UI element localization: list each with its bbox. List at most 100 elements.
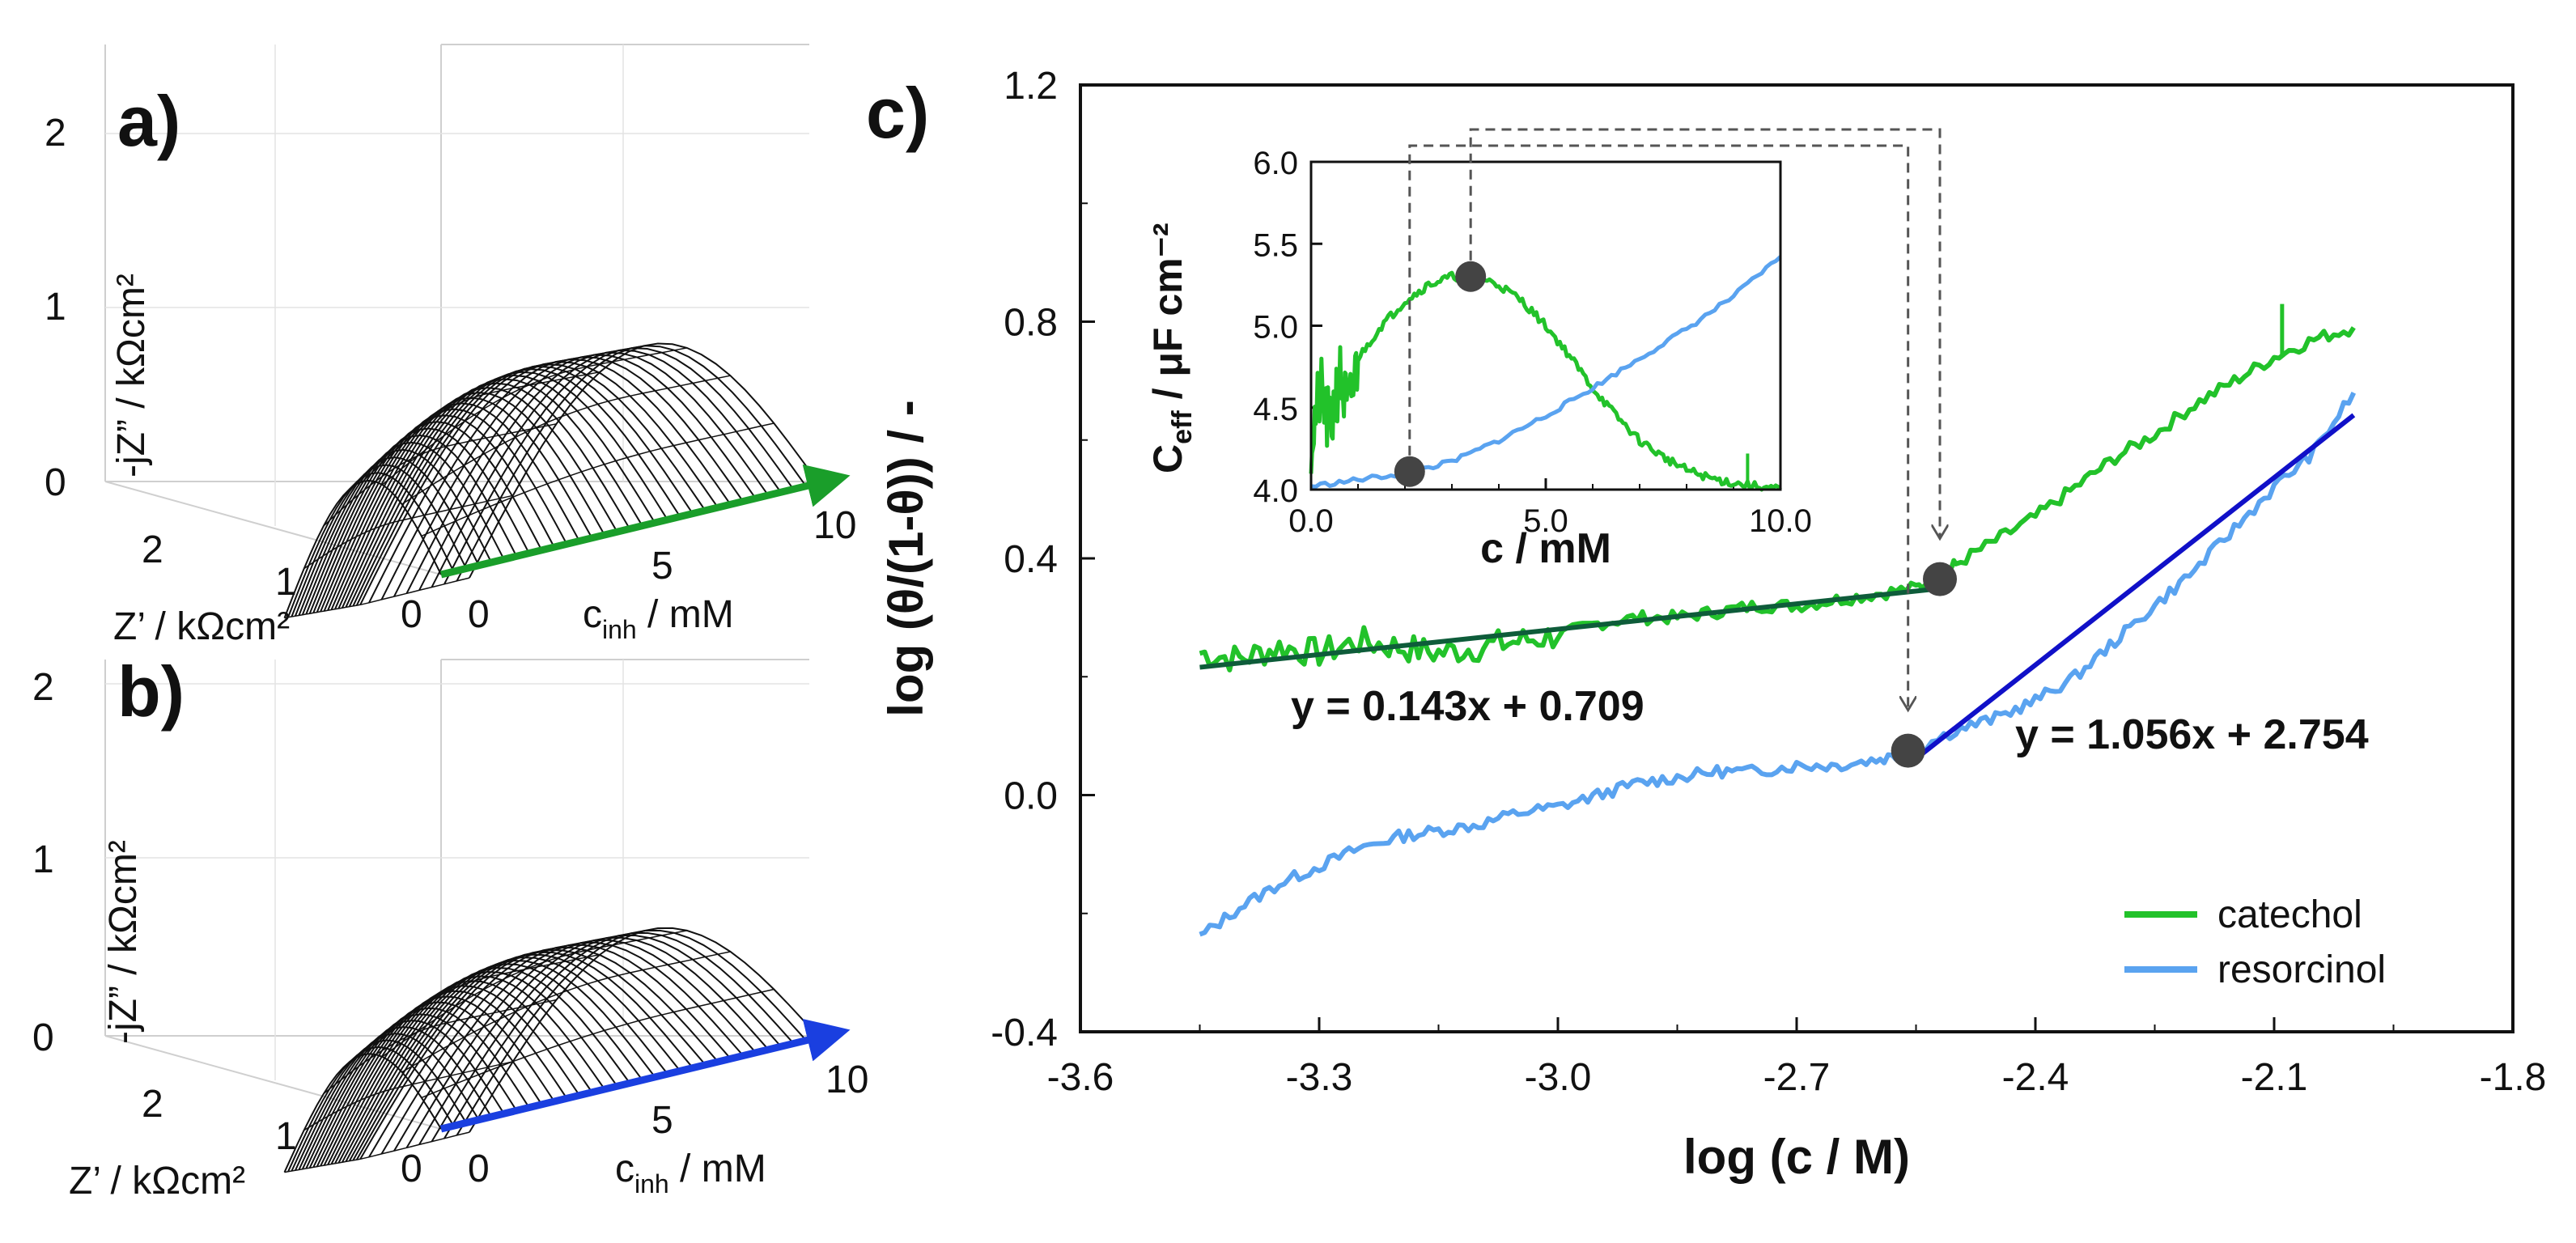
impedance-isoline [284, 577, 470, 619]
panel-a-x-tick: 10 [813, 504, 856, 547]
inset-y-label-sub: eff [1167, 410, 1198, 444]
panel-a: a) 2 1 0 -jZ” / kΩcm² 2 1 0 Z’ / kΩcm² 0… [45, 44, 856, 648]
panel-b-label: b) [117, 651, 185, 732]
impedance-isoline [323, 423, 557, 527]
impedance-isoline [401, 375, 731, 505]
inset-marker-point [1455, 261, 1487, 292]
main-y-tick-label: 0.4 [1004, 538, 1058, 581]
dashed-connectors [1408, 128, 1940, 711]
panel-a-z-tick: 1 [45, 286, 66, 329]
panel-a-y-label: Z’ / kΩcm² [113, 605, 290, 648]
inset-resorcinol-line [1310, 255, 1782, 489]
panel-b-z-label: -jZ” / kΩcm² [102, 840, 145, 1044]
panel-a-x-label-main: c [583, 593, 602, 636]
main-y-tick-label: 1.2 [1004, 65, 1058, 108]
panel-a-x-tick: 0 [468, 593, 490, 636]
main-y-tick-label: 0.0 [1004, 775, 1058, 818]
impedance-arc [352, 368, 681, 607]
inset-x-axis-label: c / mM [1480, 525, 1611, 572]
panel-a-z-tick: 0 [45, 461, 66, 504]
panel-a-grid [105, 45, 809, 526]
panel-a-z-label: -jZ” / kΩcm² [110, 274, 153, 477]
inset-chart: 0.0 5.0 10.0 4.0 4.5 5.0 5.5 6.0 c / mM Ceff / … [1145, 146, 1812, 572]
panel-b-x-label-tail: / mM [669, 1148, 766, 1190]
impedance-isoline [284, 1131, 470, 1173]
panel-a-x-tick: 5 [651, 545, 673, 588]
inset-x-tick-label: 0.0 [1288, 503, 1334, 539]
inset-y-tick-label: 4.5 [1253, 392, 1298, 427]
main-marker-point [1923, 562, 1957, 596]
panel-b-x-tick: 10 [825, 1058, 868, 1101]
impedance-isoline [401, 951, 731, 1073]
inset-y-tick-label: 5.5 [1253, 227, 1298, 263]
main-tick-labels: -3.6 -3.3 -3.0 -2.7 -2.4 -2.1 -1.8 -0.4 0.0 0.4 0.… [991, 65, 2546, 1099]
panel-b-z-tick: 1 [32, 838, 54, 881]
impedance-isoline [421, 422, 774, 537]
catechol-fit-line [1199, 586, 1941, 670]
main-x-tick-label: -2.1 [2241, 1056, 2308, 1099]
resorcinol-fit-equation: y = 1.056x + 2.754 [2015, 711, 2369, 758]
impedance-arc [345, 960, 656, 1162]
inset-tick-labels: 0.0 5.0 10.0 4.0 4.5 5.0 5.5 6.0 [1253, 146, 1812, 539]
impedance-isoline [342, 371, 601, 496]
main-marker-point [1891, 733, 1925, 768]
main-x-tick-label: -3.3 [1286, 1056, 1353, 1099]
inset-y-axis-label: Ceff / μF cm⁻² [1145, 223, 1198, 473]
panel-b-x-label: cinh / mM [615, 1148, 766, 1198]
panel-b-concentration-arrow [439, 1018, 851, 1133]
impedance-isoline [362, 930, 644, 1056]
panel-b: b) 2 1 0 -jZ” / kΩcm² 2 1 0 Z’ / kΩcm² 0… [32, 651, 868, 1203]
main-x-tick-label: -2.7 [1763, 1056, 1831, 1099]
panel-b-x-label-sub: inh [634, 1169, 669, 1198]
panel-a-y-tick: 2 [142, 528, 163, 571]
inset-series [1309, 255, 1782, 492]
inset-y-label-main: C [1145, 444, 1190, 473]
main-y-axis-label: log (θ/(1-θ)) / - [879, 400, 933, 716]
panel-a-z-tick: 2 [45, 112, 66, 155]
panel-b-surface [283, 927, 818, 1173]
panel-b-y-tick: 0 [401, 1148, 422, 1190]
legend-resorcinol-label: resorcinol [2217, 948, 2386, 991]
panel-b-x-label-main: c [615, 1148, 634, 1190]
panel-a-y-tick: 0 [401, 593, 422, 636]
panel-b-z-tick: 2 [32, 666, 54, 709]
inset-y-label-tail: / μF cm⁻² [1145, 223, 1190, 410]
inset-y-tick-label: 4.0 [1253, 473, 1298, 509]
resorcinol-fit-line [1906, 413, 2356, 767]
connector-resorcinol [1408, 144, 1908, 711]
panel-b-y-tick: 1 [275, 1115, 297, 1158]
impedance-isoline [421, 988, 774, 1099]
impedance-isoline [342, 953, 601, 1068]
legend-catechol-label: catechol [2217, 893, 2362, 936]
inset-marker-point [1394, 456, 1425, 487]
impedance-isoline [323, 999, 557, 1095]
panel-b-y-tick: 2 [142, 1083, 163, 1126]
main-x-axis-label: log (c / M) [1683, 1130, 1910, 1184]
panel-b-grid [105, 660, 809, 1080]
catechol-fit-equation: y = 0.143x + 0.709 [1291, 683, 1644, 730]
panel-c: c) -3.6 -3.3 -3.0 -2.7 -2.4 -2.1 -1.8-0.40.00.… [866, 65, 2546, 1184]
panel-a-box [104, 44, 818, 575]
panel-c-label: c) [866, 73, 929, 153]
impedance-isoline [303, 494, 513, 570]
panel-b-x-tick: 5 [651, 1099, 673, 1142]
connector-catechol [1469, 128, 1940, 539]
panel-a-concentration-arrow [439, 464, 851, 579]
main-x-tick-label: -3.0 [1525, 1056, 1592, 1099]
inset-y-tick-label: 6.0 [1253, 146, 1298, 181]
impedance-isoline [381, 347, 687, 486]
main-x-tick-label: -1.8 [2480, 1056, 2547, 1099]
main-plot-series [1199, 303, 2357, 937]
inset-x-tick-label: 10.0 [1749, 503, 1812, 539]
main-y-tick-label: 0.8 [1004, 302, 1058, 345]
panel-a-surface [283, 342, 818, 619]
panel-b-y-label: Z’ / kΩcm² [69, 1160, 245, 1203]
panel-a-y-tick: 1 [275, 561, 297, 604]
inset-frame [1309, 160, 1782, 491]
main-x-tick-label: -3.6 [1047, 1056, 1114, 1099]
panel-b-z-tick: 0 [32, 1016, 54, 1059]
panel-a-x-label-sub: inh [602, 615, 637, 644]
main-plot-frame [1079, 83, 2514, 1033]
panel-a-label: a) [117, 81, 180, 161]
